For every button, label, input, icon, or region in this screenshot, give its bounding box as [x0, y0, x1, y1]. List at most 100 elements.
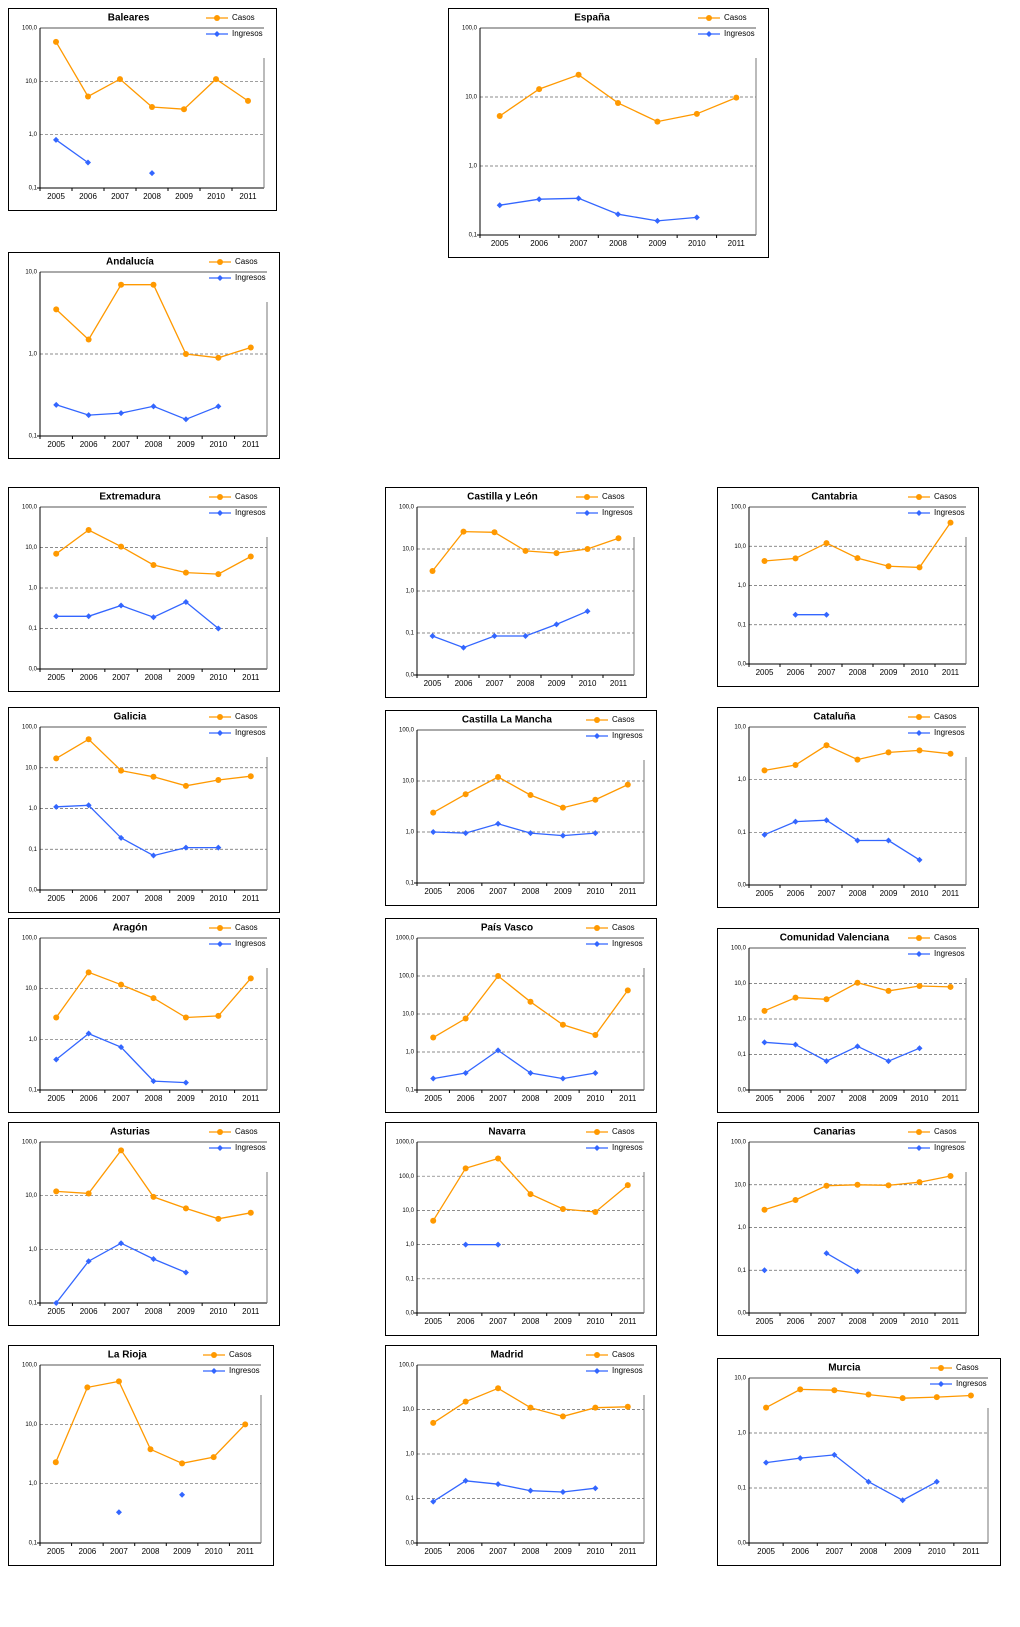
data-point	[85, 1190, 92, 1197]
data-point	[217, 714, 223, 720]
data-point	[916, 510, 922, 516]
y-tick-label: 0,1	[29, 434, 38, 440]
y-tick-label: 10,0	[734, 981, 746, 987]
legend-label: Ingresos	[235, 939, 266, 948]
y-tick-label: 10,0	[465, 95, 477, 101]
data-point	[182, 416, 189, 423]
x-tick-label: 2008	[522, 1317, 540, 1326]
data-point	[584, 510, 590, 516]
y-tick-label: 0,1	[469, 233, 478, 239]
data-point	[211, 1352, 217, 1358]
x-tick-label: 2008	[522, 887, 540, 896]
data-point	[559, 832, 566, 839]
data-point	[933, 1478, 940, 1485]
x-tick-label: 2008	[145, 673, 163, 682]
chart-frame	[448, 8, 769, 258]
data-point	[85, 159, 91, 166]
x-tick-label: 2005	[756, 889, 774, 898]
chart-frame	[8, 707, 280, 913]
data-point	[916, 1045, 923, 1052]
x-tick-label: 2008	[142, 1547, 160, 1556]
y-tick-label: 1000,0	[396, 936, 415, 942]
x-tick-label: 2010	[207, 192, 225, 201]
data-point	[53, 550, 60, 557]
y-tick-label: 0,1	[406, 1088, 415, 1094]
chart-frame	[717, 1122, 979, 1336]
x-tick-label: 2006	[80, 1094, 98, 1103]
legend-label: Casos	[235, 923, 258, 932]
chart-panel: Murcia 0,0 0,1 1,0 10,0 2005 2006 2007 2008 2009 2…	[717, 1358, 1001, 1566]
data-point	[693, 110, 700, 117]
x-tick-label: 2007	[111, 192, 129, 201]
chart-title: La Rioja	[108, 1350, 147, 1361]
x-tick-label: 2007	[818, 1094, 836, 1103]
series-line	[56, 804, 219, 857]
data-point	[536, 196, 543, 203]
data-point	[615, 99, 621, 106]
data-point	[182, 1014, 189, 1021]
x-tick-label: 2010	[205, 1547, 223, 1556]
data-point	[118, 834, 125, 841]
chart-panel: País Vasco 0,1 1,0 10,0 100,0 1000,0 2005 2006 2…	[385, 918, 657, 1113]
x-tick-label: 2011	[242, 1094, 260, 1103]
data-point	[217, 1145, 223, 1151]
data-point	[792, 761, 799, 768]
y-tick-label: 100,0	[22, 725, 38, 731]
x-tick-label: 2010	[586, 1317, 604, 1326]
legend-label: Casos	[934, 712, 957, 721]
y-tick-label: 0,1	[29, 1301, 38, 1307]
data-point	[214, 31, 220, 37]
data-point	[592, 1070, 599, 1077]
data-point	[761, 1039, 768, 1046]
y-tick-label: 10,0	[402, 547, 414, 553]
data-point	[118, 543, 125, 550]
y-tick-label: 10,0	[734, 725, 746, 731]
data-point	[150, 1078, 157, 1085]
y-tick-label: 1,0	[738, 1017, 747, 1023]
y-tick-label: 100,0	[399, 974, 415, 980]
data-point	[831, 1387, 838, 1394]
data-point	[865, 1478, 872, 1485]
data-point	[594, 733, 600, 739]
x-tick-label: 2007	[489, 1547, 507, 1556]
data-point	[916, 714, 922, 720]
x-tick-label: 2007	[570, 239, 588, 248]
x-tick-label: 2005	[757, 1547, 775, 1556]
x-tick-label: 2011	[728, 239, 746, 248]
data-point	[938, 1381, 944, 1387]
data-point	[594, 717, 600, 723]
x-tick-label: 2006	[80, 1307, 98, 1316]
data-point	[763, 1404, 770, 1411]
x-tick-label: 2006	[80, 673, 98, 682]
data-point	[706, 15, 712, 21]
chart-title: Extremadura	[99, 492, 161, 503]
data-point	[150, 852, 157, 859]
data-point	[916, 856, 923, 863]
x-tick-label: 2005	[756, 668, 774, 677]
chart-panel: Castilla y León 0,0 0,1 1,0 10,0 100,0 2005 200…	[385, 487, 647, 698]
y-tick-label: 100,0	[22, 26, 38, 32]
data-point	[624, 987, 631, 994]
data-point	[491, 529, 498, 536]
y-tick-label: 10,0	[25, 270, 37, 276]
y-tick-label: 100,0	[22, 1140, 38, 1146]
data-point	[823, 1250, 830, 1257]
x-tick-label: 2009	[548, 679, 566, 688]
x-tick-label: 2006	[787, 1094, 805, 1103]
data-point	[947, 519, 954, 526]
legend-label: Ingresos	[235, 273, 266, 282]
data-point	[916, 494, 922, 500]
data-point	[85, 336, 92, 343]
data-point	[460, 644, 467, 651]
data-point	[462, 1477, 469, 1484]
legend-label: Casos	[934, 492, 957, 501]
data-point	[462, 1398, 469, 1405]
data-point	[149, 104, 155, 111]
data-point	[210, 1454, 217, 1461]
x-tick-label: 2010	[928, 1547, 946, 1556]
y-tick-label: 0,1	[29, 1541, 38, 1547]
y-tick-label: 1,0	[406, 830, 415, 836]
data-point	[559, 1021, 566, 1028]
data-point	[938, 1365, 944, 1371]
data-point	[53, 136, 59, 143]
